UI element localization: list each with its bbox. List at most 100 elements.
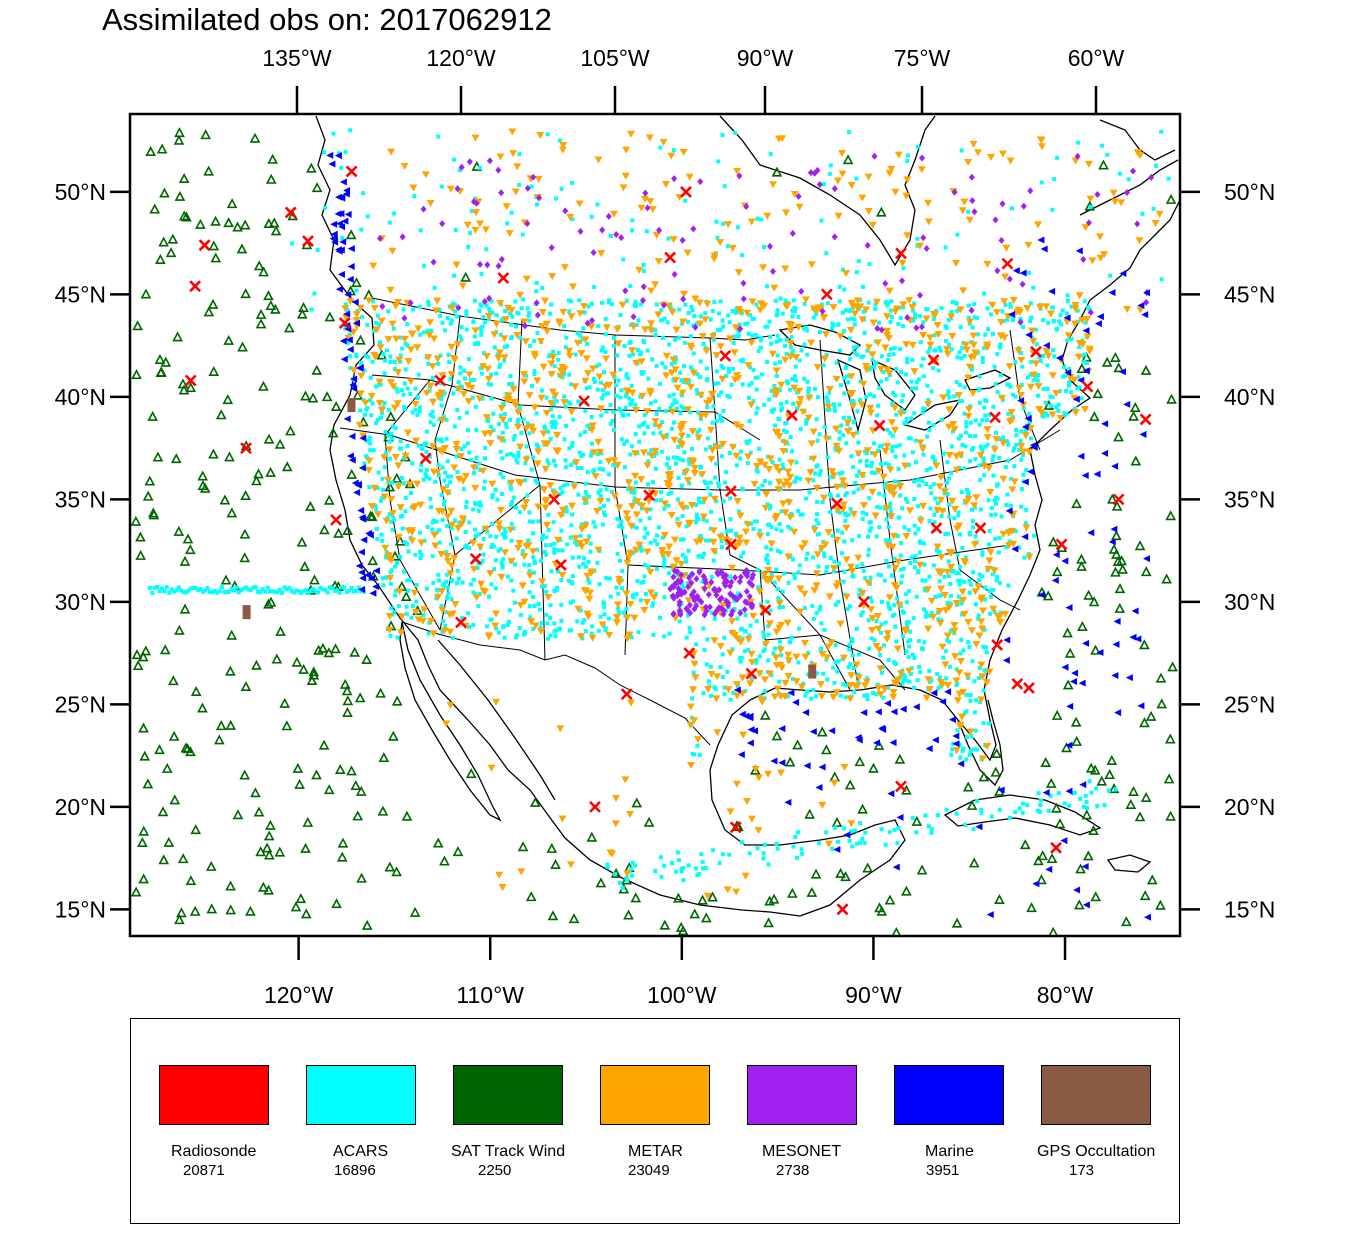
acars-marker <box>869 365 874 370</box>
metar-marker <box>726 808 735 816</box>
acars-marker <box>1021 406 1026 411</box>
acars-marker <box>845 606 850 611</box>
mesonet-marker <box>1006 275 1013 283</box>
metar-marker <box>488 480 497 488</box>
acars-marker <box>932 520 937 525</box>
acars-marker <box>592 285 597 290</box>
metar-marker <box>388 247 397 255</box>
acars-marker <box>424 468 429 473</box>
acars-marker <box>602 370 607 375</box>
acars-marker <box>785 694 790 699</box>
acars-marker <box>928 466 933 471</box>
acars-marker <box>452 518 457 523</box>
acars-marker <box>777 522 782 527</box>
acars-marker <box>637 439 642 444</box>
acars-marker <box>562 509 567 514</box>
metar-marker <box>813 364 822 372</box>
metar-marker <box>708 447 717 455</box>
acars-marker <box>589 450 594 455</box>
acars-marker <box>855 473 860 478</box>
acars-marker <box>493 487 498 492</box>
acars-marker <box>925 434 930 439</box>
acars-marker <box>608 594 613 599</box>
sat-track-wind-marker <box>214 734 225 745</box>
metar-marker <box>433 468 442 476</box>
metar-marker <box>596 448 605 456</box>
acars-marker <box>383 450 388 455</box>
metar-marker <box>794 323 803 331</box>
sat-track-wind-marker <box>290 901 302 912</box>
metar-marker <box>556 725 565 733</box>
mesonet-marker <box>798 287 805 295</box>
metar-marker <box>567 408 576 416</box>
acars-marker <box>815 395 820 400</box>
acars-marker <box>442 328 447 333</box>
acars-marker <box>738 456 743 461</box>
acars-marker <box>449 596 454 601</box>
sat-track-wind-marker <box>1089 411 1100 422</box>
metar-marker <box>903 232 912 240</box>
acars-marker <box>502 344 507 349</box>
acars-marker <box>436 473 441 478</box>
acars-marker <box>692 314 697 319</box>
sat-track-wind-marker <box>1046 853 1058 864</box>
acars-marker <box>847 642 852 647</box>
sat-track-wind-marker <box>768 893 780 904</box>
acars-marker <box>258 590 263 595</box>
metar-marker <box>1078 341 1087 349</box>
metar-marker <box>885 594 894 602</box>
metar-marker <box>452 445 461 453</box>
acars-marker <box>556 569 561 574</box>
metar-marker <box>476 543 485 551</box>
acars-marker <box>850 844 855 849</box>
metar-marker <box>507 479 516 487</box>
sat-track-wind-marker <box>1101 356 1113 367</box>
acars-marker <box>949 347 954 352</box>
acars-marker <box>936 368 941 373</box>
acars-marker <box>514 457 519 462</box>
acars-marker <box>358 408 363 413</box>
metar-marker <box>690 717 699 725</box>
metar-marker <box>997 319 1006 327</box>
sat-track-wind-marker <box>149 203 161 214</box>
metar-marker <box>709 538 718 546</box>
metar-marker <box>739 731 748 739</box>
sat-track-wind-marker <box>356 872 367 883</box>
acars-marker <box>588 453 593 458</box>
sat-track-wind-marker <box>821 744 832 755</box>
metar-marker <box>513 163 522 171</box>
acars-marker <box>794 475 799 480</box>
acars-marker <box>684 559 689 564</box>
acars-marker <box>630 550 635 555</box>
acars-marker <box>923 578 928 583</box>
acars-marker <box>907 644 912 649</box>
acars-marker <box>536 602 541 607</box>
metar-marker <box>1021 432 1030 440</box>
metar-marker <box>677 432 686 440</box>
acars-marker <box>739 311 744 316</box>
mesonet-marker <box>742 598 749 606</box>
acars-marker <box>805 379 810 384</box>
acars-marker <box>638 350 643 355</box>
metar-marker <box>459 477 468 485</box>
metar-marker <box>889 491 898 499</box>
sat-track-wind-marker <box>144 475 156 486</box>
acars-marker <box>1021 801 1026 806</box>
metar-marker <box>394 483 403 491</box>
metar-marker <box>516 291 525 299</box>
acars-marker <box>912 301 917 306</box>
acars-marker <box>784 429 789 434</box>
acars-marker <box>459 447 464 452</box>
acars-marker <box>1045 386 1050 391</box>
acars-marker <box>600 388 605 393</box>
acars-marker <box>529 184 534 189</box>
acars-marker <box>1004 545 1009 550</box>
acars-marker <box>1023 429 1028 434</box>
metar-marker <box>713 673 722 681</box>
metar-marker <box>941 607 950 615</box>
sat-track-wind-marker <box>1090 644 1101 655</box>
acars-marker <box>833 660 838 665</box>
metar-marker <box>858 590 867 598</box>
acars-marker <box>903 497 908 502</box>
acars-marker <box>530 579 535 584</box>
